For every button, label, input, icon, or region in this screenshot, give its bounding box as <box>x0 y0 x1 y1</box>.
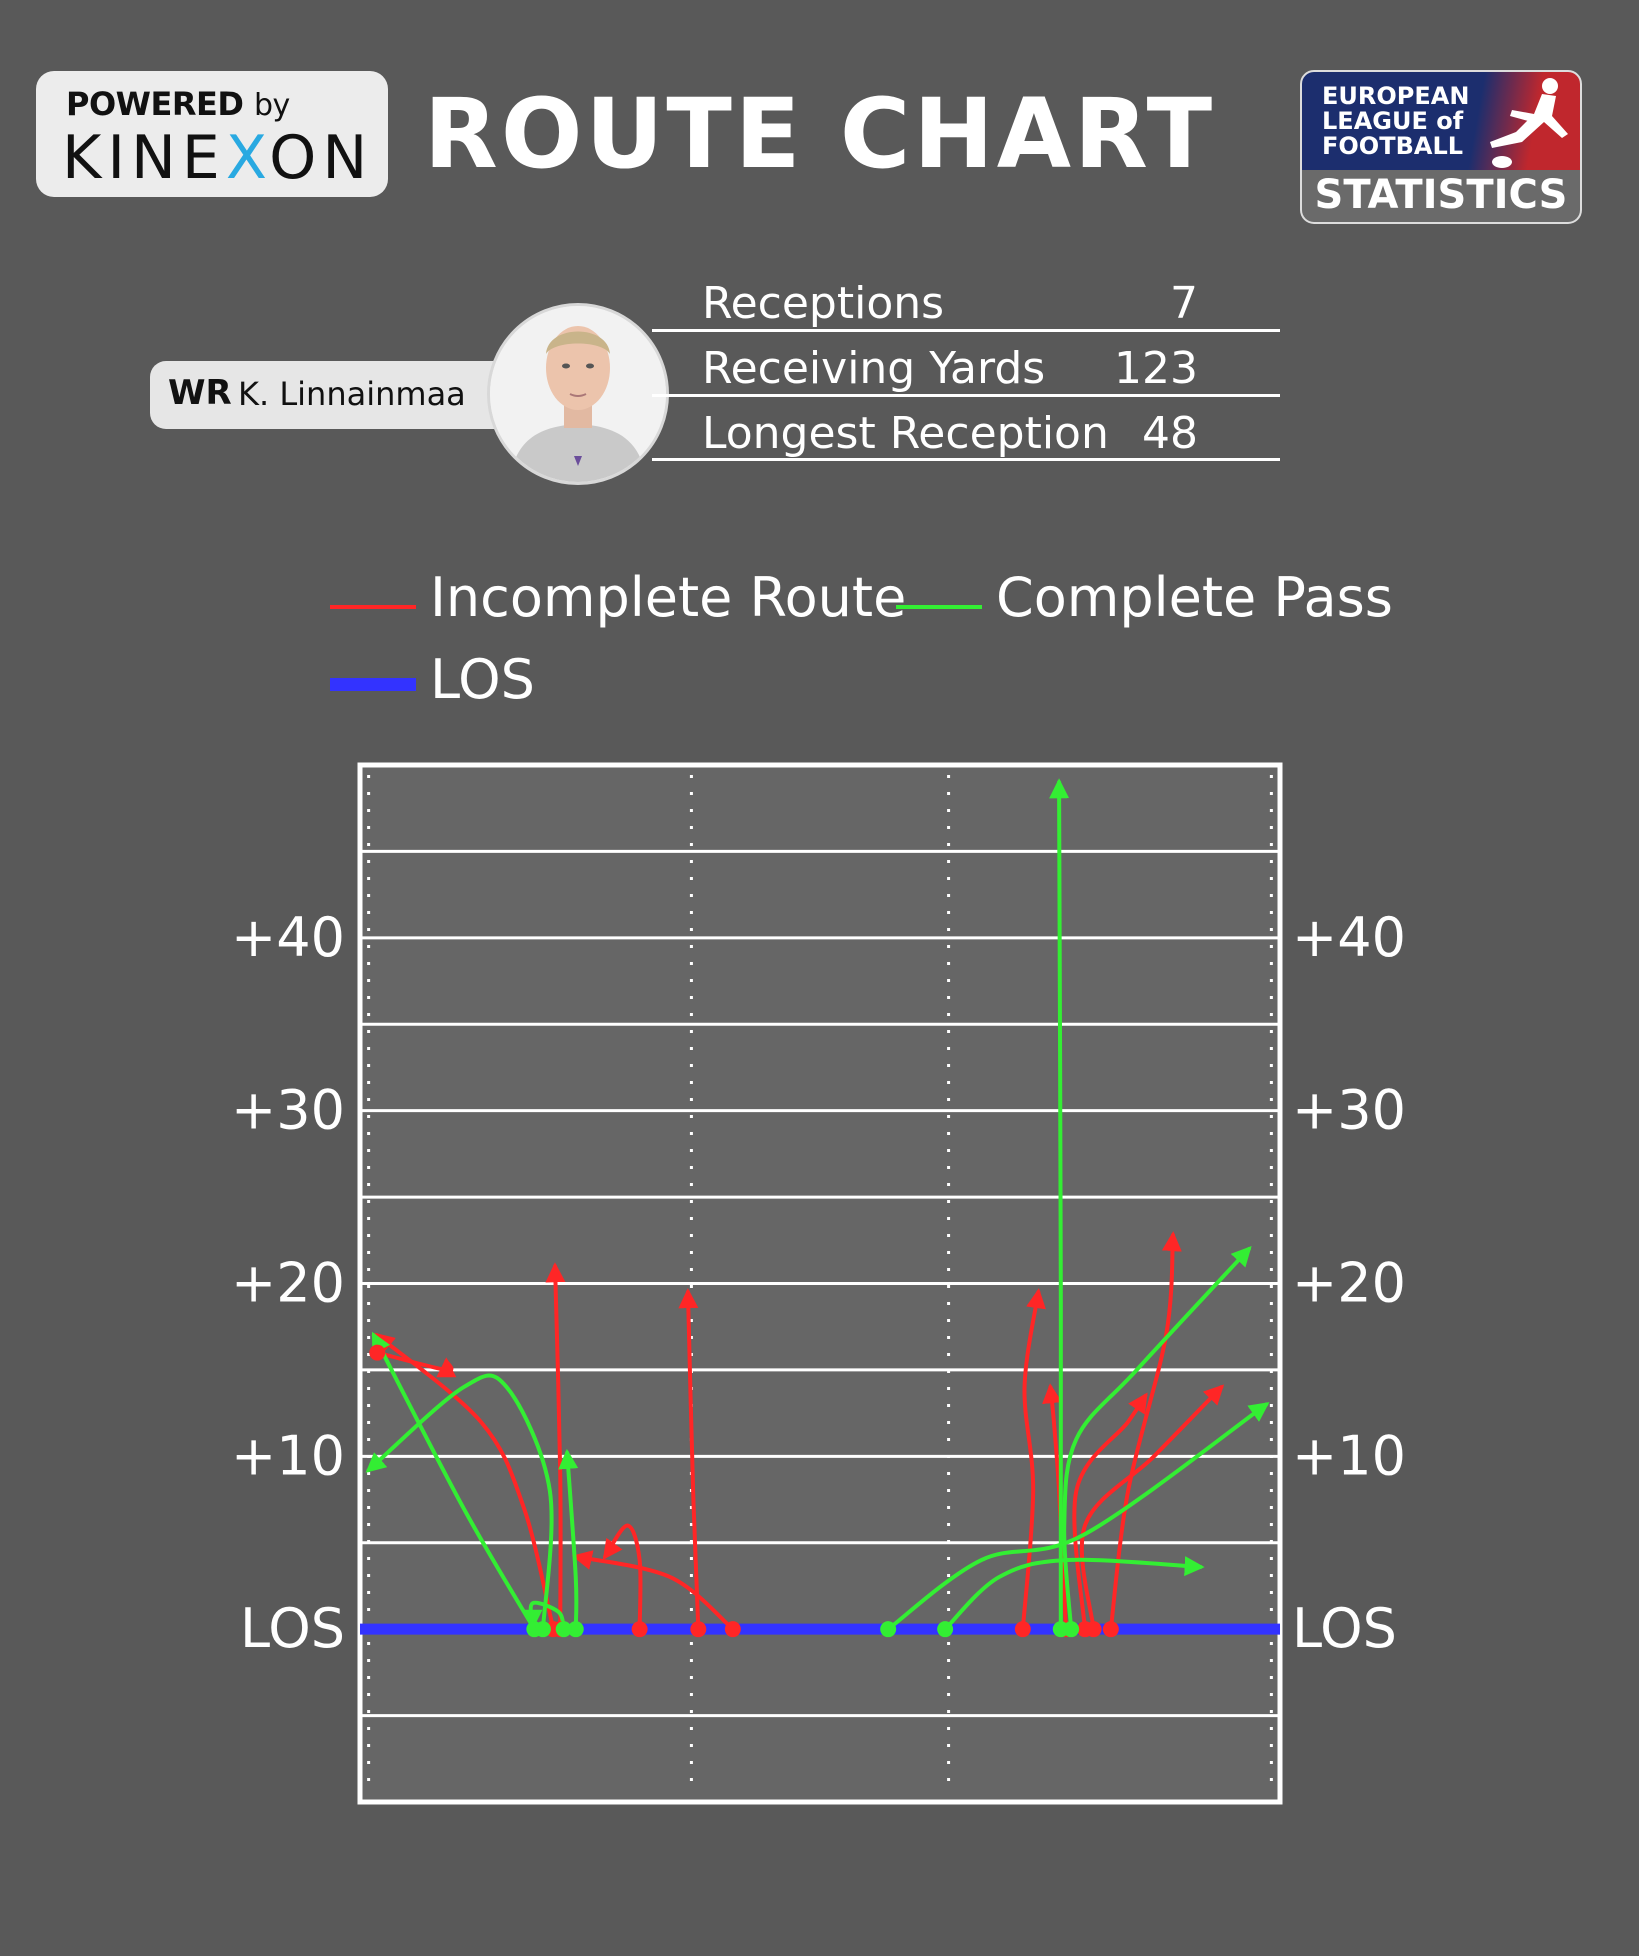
incomplete-route-start <box>369 1344 386 1361</box>
complete-route <box>1049 778 1070 1632</box>
kinexon-x-glyph: X <box>225 123 270 193</box>
y-tick-label-right: +10 <box>1292 1424 1406 1487</box>
complete-route-start <box>534 1621 551 1638</box>
y-tick-label-right: +20 <box>1292 1252 1406 1315</box>
stat-value-receiving-yards: 123 <box>1114 343 1198 394</box>
y-tick-label-left: LOS <box>240 1597 345 1660</box>
stat-value-longest-reception: 48 <box>1142 408 1198 459</box>
player-photo-icon <box>490 306 666 482</box>
field-border <box>357 762 1283 1805</box>
incomplete-route-start <box>1014 1621 1031 1638</box>
y-tick-label-right: +40 <box>1292 906 1406 969</box>
complete-route <box>371 1331 537 1632</box>
legend-label-los: LOS <box>430 648 535 711</box>
complete-route <box>365 1373 554 1632</box>
incomplete-route <box>1079 1384 1225 1632</box>
player-position: WR <box>168 373 232 413</box>
yard-tick-labels: +40 +40 +30 +30 +20 +20 +10 +10 LOS LOS <box>231 906 1406 1660</box>
legend-swatch-complete <box>896 605 982 609</box>
legend-swatch-los <box>330 678 416 691</box>
y-tick-label-left: +20 <box>231 1252 345 1315</box>
powered-by-text: POWERED by <box>66 85 290 123</box>
complete-route-start <box>555 1621 572 1638</box>
routes-layer <box>365 778 1270 1638</box>
incomplete-route-start <box>724 1621 741 1638</box>
y-tick-label-left: +10 <box>231 1424 345 1487</box>
complete-route <box>558 1448 579 1632</box>
complete-route <box>886 1402 1270 1632</box>
incomplete-route <box>602 1523 643 1632</box>
incomplete-route-start <box>1085 1621 1102 1638</box>
incomplete-route <box>678 1288 701 1632</box>
complete-route-start <box>880 1621 897 1638</box>
stat-label-receiving-yards: Receiving Yards <box>702 343 1046 394</box>
complete-route <box>943 1556 1205 1632</box>
page-title: ROUTE CHART <box>423 78 1216 190</box>
stat-value-receptions: 7 <box>1170 278 1198 329</box>
stat-label-longest-reception: Longest Reception <box>702 408 1109 459</box>
elf-logo-top: EUROPEAN LEAGUE of FOOTBALL <box>1300 70 1582 172</box>
elf-line-3: FOOTBALL <box>1322 132 1464 160</box>
complete-route <box>522 1600 566 1632</box>
incomplete-route <box>1108 1231 1182 1632</box>
incomplete-route <box>545 1262 566 1632</box>
player-avatar <box>487 303 669 485</box>
elf-statistics-label: STATISTICS <box>1300 170 1582 224</box>
elf-line-2: LEAGUE of <box>1322 107 1464 135</box>
incomplete-route <box>571 1550 735 1632</box>
complete-route-start <box>1063 1621 1080 1638</box>
complete-route <box>1062 1245 1252 1632</box>
y-tick-label-right: +30 <box>1292 1079 1406 1142</box>
stat-divider <box>652 458 1280 461</box>
y-tick-label-right: LOS <box>1292 1597 1397 1660</box>
kinexon-wordmark: KINEXON <box>62 123 374 193</box>
elf-statistics-logo: EUROPEAN LEAGUE of FOOTBALL STATISTICS <box>1300 70 1582 224</box>
field-area <box>357 762 1283 1805</box>
stat-label-receptions: Receptions <box>702 278 945 329</box>
player-badge: WR K. Linnainmaa <box>150 361 530 429</box>
incomplete-route-start <box>1102 1621 1119 1638</box>
stat-divider <box>652 329 1280 332</box>
legend-swatch-incomplete <box>330 605 416 609</box>
complete-route-start <box>567 1621 584 1638</box>
player-name: K. Linnainmaa <box>238 375 466 413</box>
y-tick-label-left: +30 <box>231 1079 345 1142</box>
incomplete-route <box>374 1332 556 1632</box>
elf-line-1: EUROPEAN <box>1322 82 1470 110</box>
incomplete-route <box>1020 1288 1046 1632</box>
stat-divider <box>652 394 1280 397</box>
y-tick-label-left: +40 <box>231 906 345 969</box>
legend-label-complete: Complete Pass <box>996 566 1393 629</box>
incomplete-route <box>1042 1383 1068 1632</box>
incomplete-route <box>375 1350 457 1378</box>
kinexon-logo: POWERED by KINEXON <box>36 71 388 197</box>
kicker-silhouette-icon <box>1490 78 1568 168</box>
incomplete-route <box>1072 1392 1148 1632</box>
complete-route-start <box>937 1621 954 1638</box>
incomplete-route-start <box>631 1621 648 1638</box>
legend-label-incomplete: Incomplete Route <box>430 566 907 629</box>
incomplete-route-start <box>690 1621 707 1638</box>
